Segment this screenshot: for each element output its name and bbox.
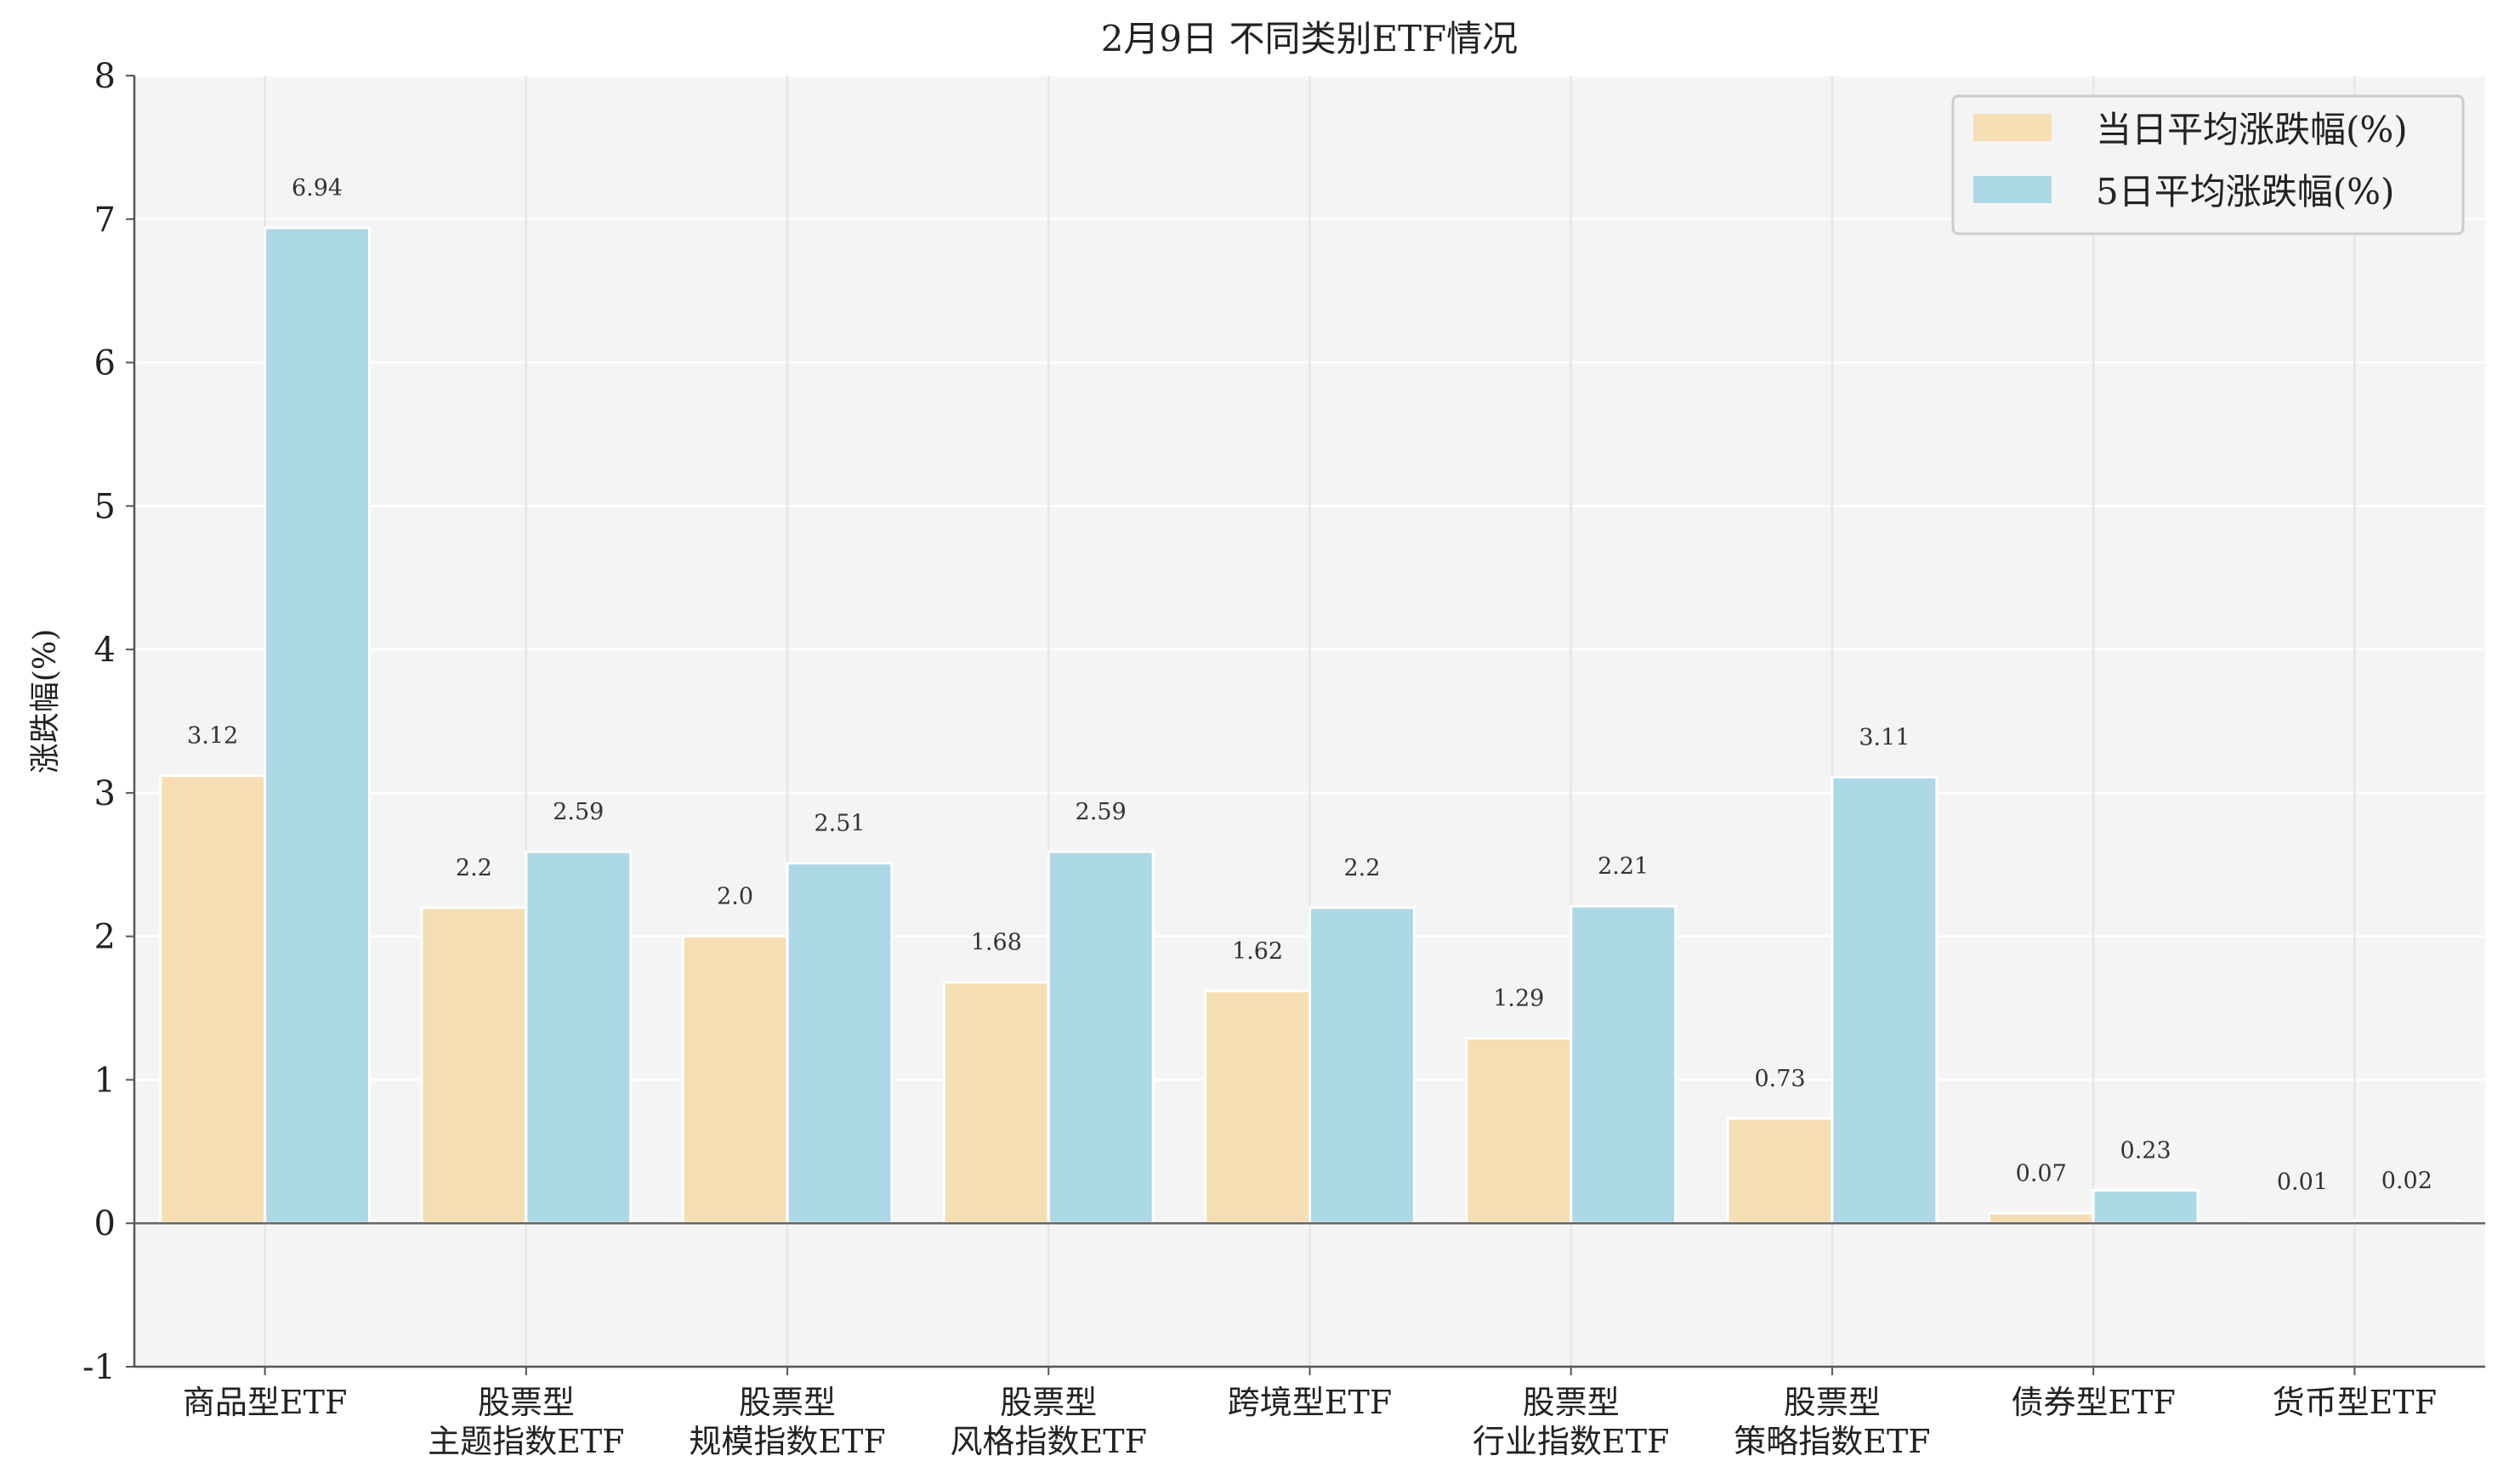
data-label: 3.12 bbox=[187, 723, 238, 750]
bar bbox=[786, 862, 894, 1225]
x-tick-label: 债券型ETF bbox=[2011, 1384, 2175, 1421]
x-tick-label: 主题指数ETF bbox=[428, 1423, 624, 1460]
x-tick-label: 股票型 bbox=[1784, 1384, 1881, 1421]
y-axis-label: 涨跌幅(%) bbox=[28, 629, 63, 773]
data-label: 2.59 bbox=[553, 799, 604, 825]
bar bbox=[264, 226, 371, 1225]
legend-swatch-5day bbox=[1973, 176, 2052, 203]
y-tick-label: 1 bbox=[94, 1061, 116, 1100]
bar bbox=[159, 774, 267, 1225]
data-label: 2.0 bbox=[717, 884, 753, 910]
x-tick-label: 风格指数ETF bbox=[951, 1423, 1147, 1460]
data-label: 2.59 bbox=[1076, 799, 1127, 825]
data-label: 0.73 bbox=[1754, 1066, 1805, 1092]
x-tick-label: 股票型 bbox=[1000, 1384, 1097, 1421]
data-label: 0.23 bbox=[2120, 1137, 2171, 1164]
y-tick-label: -1 bbox=[82, 1348, 116, 1387]
bar bbox=[420, 906, 528, 1225]
bar bbox=[681, 935, 789, 1225]
bar bbox=[1465, 1036, 1573, 1225]
y-tick-label: 7 bbox=[94, 201, 116, 240]
y-tick-label: 5 bbox=[94, 487, 116, 526]
x-tick-label: 股票型 bbox=[1523, 1384, 1620, 1421]
x-tick-label: 商品型ETF bbox=[183, 1384, 347, 1421]
legend-swatch-daily bbox=[1973, 114, 2052, 141]
y-tick-label: 3 bbox=[94, 774, 116, 813]
bar bbox=[1987, 1211, 2095, 1225]
bar bbox=[1570, 904, 1677, 1225]
data-label: 1.62 bbox=[1232, 938, 1283, 965]
data-label: 0.07 bbox=[2016, 1160, 2067, 1187]
data-label: 6.94 bbox=[292, 175, 343, 201]
data-label: 0.02 bbox=[2381, 1168, 2432, 1194]
data-label: 2.2 bbox=[1343, 855, 1380, 881]
legend-box bbox=[1951, 94, 2465, 235]
bar bbox=[1726, 1117, 1834, 1225]
data-label: 1.29 bbox=[1493, 985, 1544, 1011]
legend: 当日平均涨跌幅(%) 5日平均涨跌幅(%) bbox=[1951, 94, 2465, 235]
x-tick-label: 跨境型ETF bbox=[1228, 1384, 1392, 1421]
bar bbox=[2092, 1188, 2200, 1225]
bar bbox=[1047, 850, 1155, 1225]
data-label: 2.2 bbox=[456, 855, 492, 881]
data-label: 0.01 bbox=[2277, 1170, 2328, 1196]
data-labels: 3.12 2.2 2.0 1.68 1.62 1.29 0.73 0.07 0.01 6.94 2.… bbox=[187, 175, 2432, 1196]
y-tick-label: 6 bbox=[94, 344, 116, 383]
y-tick-label: 4 bbox=[94, 631, 116, 670]
bar bbox=[942, 981, 1050, 1225]
y-tick-label: 8 bbox=[94, 57, 116, 96]
y-tick-label: 2 bbox=[94, 918, 116, 957]
x-tick-label: 策略指数ETF bbox=[1734, 1423, 1930, 1460]
bars bbox=[159, 226, 2461, 1225]
legend-label-5day: 5日平均涨跌幅(%) bbox=[2096, 171, 2394, 212]
x-tick-label: 货币型ETF bbox=[2273, 1384, 2437, 1421]
data-label: 3.11 bbox=[1859, 724, 1910, 750]
x-tick-label: 股票型 bbox=[739, 1384, 836, 1421]
bar bbox=[1831, 775, 1939, 1225]
legend-label-daily: 当日平均涨跌幅(%) bbox=[2096, 109, 2408, 150]
x-tick-label: 行业指数ETF bbox=[1473, 1423, 1669, 1460]
chart-title: 2月9日 不同类别ETF情况 bbox=[1101, 18, 1518, 59]
data-label: 1.68 bbox=[971, 930, 1022, 956]
x-tick-label: 股票型 bbox=[478, 1384, 575, 1421]
y-tick-label: 0 bbox=[94, 1204, 116, 1243]
x-tick-label: 规模指数ETF bbox=[689, 1423, 885, 1460]
data-label: 2.51 bbox=[814, 811, 865, 837]
bar bbox=[525, 850, 633, 1225]
bar bbox=[1204, 989, 1311, 1225]
data-label: 2.21 bbox=[1598, 853, 1649, 880]
bar bbox=[1308, 906, 1416, 1225]
